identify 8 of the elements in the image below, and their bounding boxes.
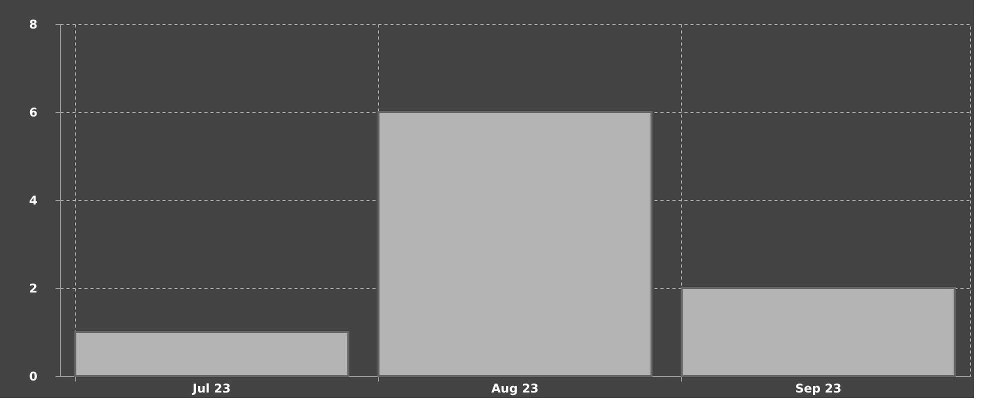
y-tick-label: 0 bbox=[29, 370, 38, 384]
x-tick-label: Aug 23 bbox=[491, 382, 539, 396]
y-tick-label: 8 bbox=[29, 18, 38, 32]
x-tick-label: Jul 23 bbox=[192, 382, 231, 396]
y-tick-label: 2 bbox=[29, 282, 38, 296]
y-tick-label: 4 bbox=[29, 194, 38, 208]
y-tick-label: 6 bbox=[29, 106, 38, 120]
x-tick-label: Sep 23 bbox=[795, 382, 842, 396]
